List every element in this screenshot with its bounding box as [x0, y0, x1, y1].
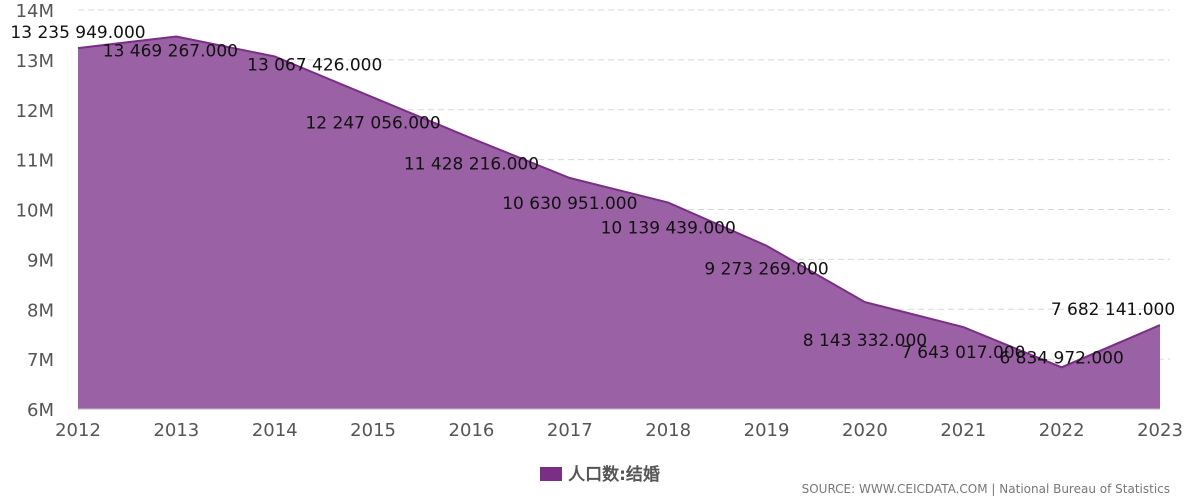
data-label: 13 469 267.000 [103, 41, 238, 61]
x-tick-label: 2019 [744, 420, 790, 441]
x-tick-label: 2018 [645, 420, 691, 441]
legend-swatch [540, 467, 563, 481]
y-tick-label: 10M [16, 201, 54, 222]
x-tick-label: 2020 [842, 420, 888, 441]
data-label: 8 143 332.000 [803, 331, 927, 351]
series-area [78, 36, 1160, 410]
x-tick-label: 2021 [940, 420, 986, 441]
y-tick-label: 14M [16, 1, 54, 22]
x-tick-label: 2017 [547, 420, 593, 441]
source-note: SOURCE: WWW.CEICDATA.COM | National Bure… [801, 482, 1170, 496]
data-label: 7 643 017.000 [901, 343, 1025, 363]
y-tick-label: 12M [16, 101, 54, 122]
y-tick-label: 9M [27, 250, 54, 271]
x-tick-label: 2023 [1137, 420, 1183, 441]
data-label: 13 235 949.000 [10, 23, 145, 43]
data-label: 12 247 056.000 [305, 113, 440, 133]
x-tick-label: 2014 [252, 420, 298, 441]
y-tick-label: 11M [16, 151, 54, 172]
x-tick-label: 2016 [449, 420, 495, 441]
y-tick-label: 7M [27, 350, 54, 371]
data-label: 11 428 216.000 [404, 154, 539, 174]
y-tick-label: 8M [27, 300, 54, 321]
data-label: 7 682 141.000 [1051, 300, 1175, 320]
x-tick-label: 2012 [55, 420, 101, 441]
x-tick-label: 2022 [1039, 420, 1085, 441]
data-label: 10 630 951.000 [502, 194, 637, 214]
series-line [77, 35, 1161, 369]
legend-label: 人口数:结婚 [568, 465, 660, 485]
legend[interactable]: 人口数:结婚 [0, 460, 1200, 485]
data-label: 13 067 426.000 [247, 56, 382, 76]
data-label: 10 139 439.000 [601, 219, 736, 239]
y-tick-label: 6M [27, 400, 54, 421]
x-tick-label: 2013 [153, 420, 199, 441]
x-tick-label: 2015 [350, 420, 396, 441]
data-label: 6 834 972.000 [999, 348, 1123, 368]
y-tick-label: 13M [16, 51, 54, 72]
data-label: 9 273 269.000 [704, 260, 828, 280]
area-chart: 6M 7M 8M 9M 10M 11M 12M 13M 14M 2012 2013 2014 2015 2… [10, 1, 1183, 441]
